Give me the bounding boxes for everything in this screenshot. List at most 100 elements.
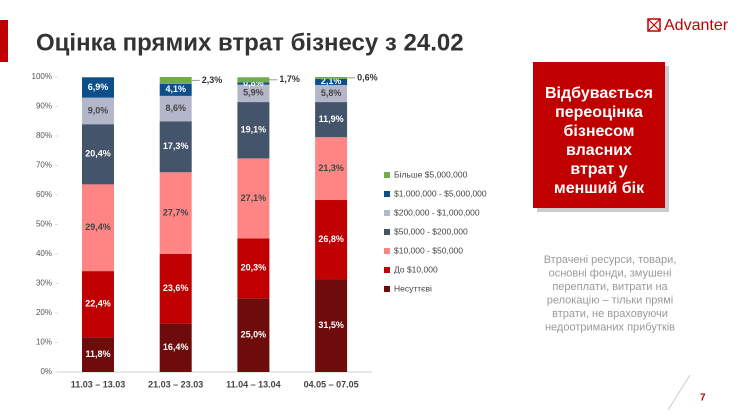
bar-segment	[82, 184, 114, 272]
data-label: 23,6%	[163, 283, 189, 293]
callout-line: менший бік	[554, 180, 645, 197]
legend-label: Несуттєві	[394, 283, 432, 293]
data-label: 17,3%	[163, 141, 189, 151]
bar-segment	[237, 298, 270, 372]
callout-line: Відбувається	[545, 85, 653, 102]
legend-label: $50,000 - $200,000	[394, 226, 468, 236]
legend-swatch	[384, 248, 390, 254]
data-label: 21,3%	[318, 163, 344, 173]
data-label: 22,4%	[85, 299, 111, 309]
data-label: 31,5%	[318, 320, 344, 330]
data-label: 0,8%	[243, 78, 264, 88]
bar-segment	[82, 271, 114, 338]
callout-line: бізнесом	[564, 123, 635, 140]
bar-segment	[237, 82, 270, 85]
bar-segment	[315, 279, 348, 372]
data-label: 29,4%	[85, 222, 111, 232]
y-tick-label: 20%	[36, 308, 52, 317]
x-tick-label: 11.04 – 13.04	[226, 379, 281, 389]
bar-segment	[159, 121, 192, 173]
legend-label: $1,000,000 - $5,000,000	[394, 188, 487, 198]
note-line: основні фонди, змушені	[549, 267, 672, 279]
bar-segment	[159, 77, 192, 84]
y-tick-label: 10%	[36, 338, 52, 347]
legend-label: Більше $5,000,000	[394, 169, 468, 179]
bar-segment	[315, 84, 348, 103]
data-label: 2,3%	[202, 75, 223, 85]
data-label: 20,3%	[241, 263, 267, 273]
legend-swatch	[384, 267, 390, 273]
y-tick-label: 30%	[36, 279, 52, 288]
legend-swatch	[384, 210, 390, 216]
bar-segment	[237, 102, 270, 159]
data-label: 9,0%	[88, 105, 109, 115]
bar-segment	[315, 102, 348, 138]
callout-text: Відбувається переоцінка бізнесом власних втр…	[545, 85, 653, 197]
callout-line: переоцінка	[555, 104, 643, 121]
accent-bar	[0, 20, 8, 62]
bar-segment	[315, 77, 348, 79]
data-label: 4,1%	[165, 84, 186, 94]
data-label: 27,7%	[163, 208, 189, 218]
data-label: 16,4%	[163, 342, 189, 352]
callout-box	[533, 62, 665, 208]
bar-segment	[159, 83, 192, 96]
slide-title: Оцінка прямих втрат бізнесу з 24.02	[36, 29, 464, 56]
bar-segment	[82, 124, 114, 185]
data-label: 27,1%	[241, 193, 267, 203]
page-number: 7	[700, 393, 706, 404]
x-tick-label: 11.03 – 13.03	[71, 379, 126, 389]
bar-segment	[315, 200, 348, 280]
data-label: 25,0%	[241, 330, 267, 340]
bar-segment	[315, 78, 348, 85]
y-tick-label: 70%	[36, 161, 52, 170]
note-line: Втрачені ресурси, товари,	[544, 254, 677, 266]
decor-line	[667, 374, 691, 411]
note-text: Втрачені ресурси, товари,основні фонди, …	[544, 254, 677, 334]
data-label: 11,8%	[85, 349, 110, 359]
legend-label: До $10,000	[394, 264, 438, 274]
bar-segment	[237, 238, 270, 299]
bar-segment	[159, 254, 192, 324]
bar-segment	[82, 337, 114, 372]
note-line: недоотриманих прибутків	[545, 321, 675, 333]
callout-line: втрат у	[570, 161, 627, 178]
data-label: 1,7%	[279, 74, 300, 84]
bar-segment	[237, 84, 270, 103]
bar-segment	[237, 158, 270, 239]
x-tick-label: 21.03 – 23.03	[148, 379, 203, 389]
data-label: 5,8%	[321, 88, 342, 98]
logo-text: Advanter	[664, 17, 729, 34]
y-tick-label: 100%	[32, 72, 52, 81]
y-tick-label: 40%	[36, 249, 52, 258]
x-tick-label: 04.05 – 07.05	[304, 379, 359, 389]
data-label: 26,8%	[318, 234, 344, 244]
y-tick-label: 50%	[36, 220, 52, 229]
note-line: втрати, не враховуючи	[552, 308, 668, 320]
y-tick-label: 90%	[36, 102, 52, 111]
logo: Advanter	[647, 17, 729, 34]
legend-swatch	[384, 286, 390, 292]
y-tick-label: 60%	[36, 190, 52, 199]
bar-segment	[82, 77, 114, 98]
bar-segment	[159, 95, 192, 122]
note-line: релокацію – тільки прямі	[547, 294, 673, 306]
data-label: 0,6%	[357, 72, 378, 82]
note-line: переплати, витрати на	[552, 281, 668, 293]
data-label: 6,9%	[88, 82, 109, 92]
bar-segment	[82, 97, 114, 125]
bar-segment	[237, 77, 270, 83]
legend-swatch	[384, 172, 390, 178]
legend-swatch	[384, 191, 390, 197]
bar-segment	[159, 172, 192, 254]
y-tick-label: 80%	[36, 131, 52, 140]
data-label: 20,4%	[85, 149, 111, 159]
bar-segment	[159, 323, 192, 372]
legend-swatch	[384, 229, 390, 235]
data-label: 19,1%	[241, 125, 267, 135]
legend-label: $10,000 - $50,000	[394, 245, 463, 255]
legend-label: $200,000 - $1,000,000	[394, 207, 480, 217]
data-label: 2,1%	[321, 76, 342, 86]
callout-line: власних	[566, 142, 632, 159]
